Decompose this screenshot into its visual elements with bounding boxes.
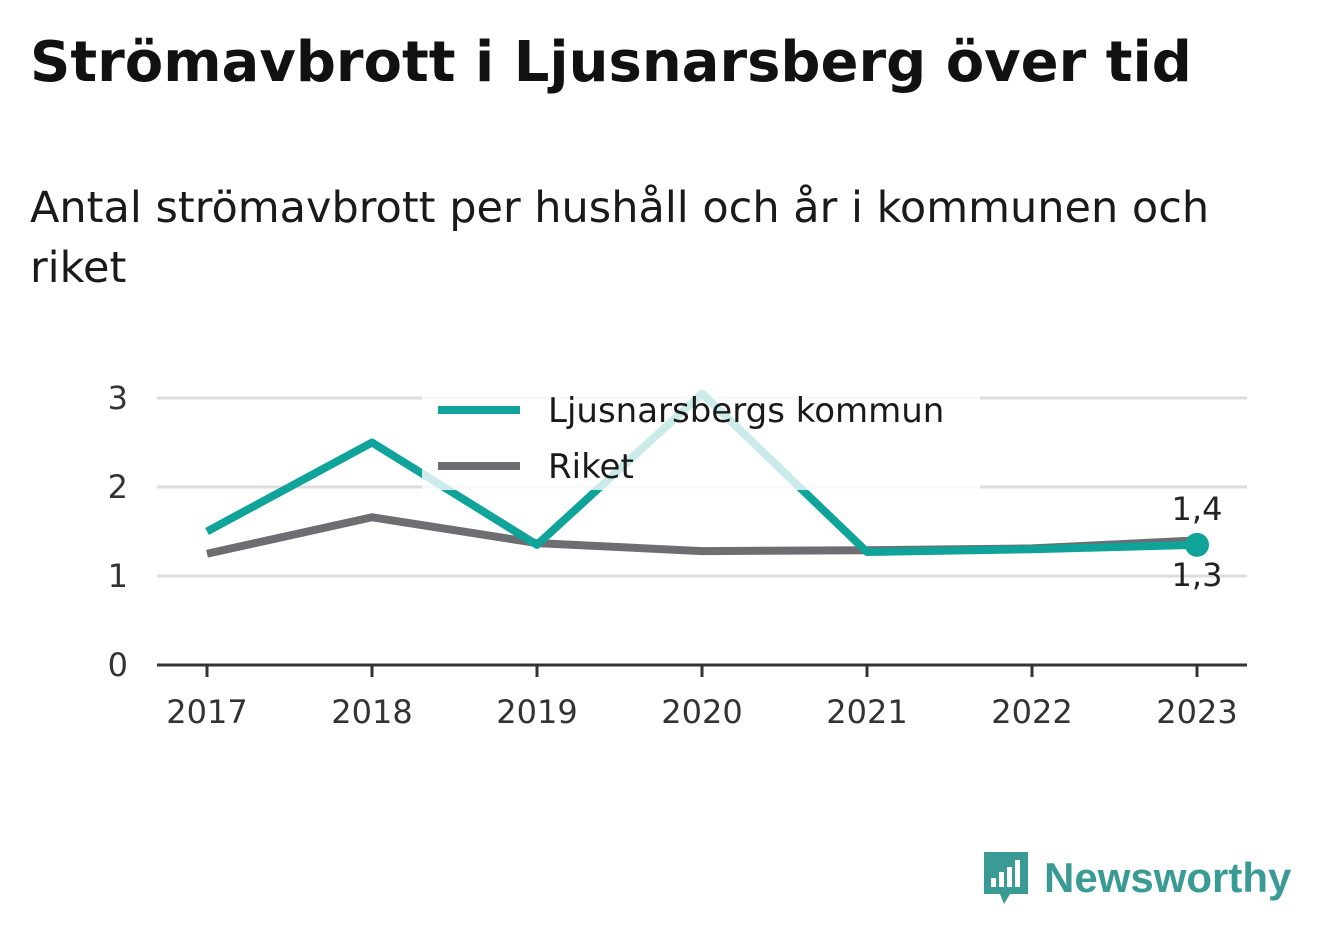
line-chart: 0 1 2 3 2017 2018 2019 2020 2021 2022 2023 Ljusna… (108, 378, 1247, 731)
x-tick-label: 2019 (496, 693, 577, 731)
x-tick-label: 2017 (166, 693, 247, 731)
x-tick-label: 2018 (331, 693, 412, 731)
end-labels: 1,4 1,3 (1172, 490, 1223, 594)
y-tick-label: 0 (108, 646, 128, 684)
end-label-kommun: 1,3 (1172, 556, 1223, 594)
x-axis: 2017 2018 2019 2020 2021 2022 2023 (157, 663, 1247, 731)
x-tick-label: 2021 (826, 693, 907, 731)
chart-title: Strömavbrott i Ljusnarsberg över tid (30, 30, 1192, 95)
end-label-riket: 1,4 (1172, 490, 1223, 528)
y-tick-label: 1 (108, 557, 128, 595)
legend-label: Riket (548, 447, 634, 487)
chart-subtitle: Antal strömavbrott per hushåll och år i … (30, 183, 1210, 293)
y-axis-ticks: 0 1 2 3 (108, 379, 128, 684)
newsworthy-logo-icon (984, 852, 1028, 904)
end-point-marker (1185, 532, 1209, 557)
x-tick-label: 2020 (661, 693, 742, 731)
x-tick-label: 2022 (991, 693, 1072, 731)
brand-name: Newsworthy (1044, 854, 1292, 901)
legend-label: Ljusnarsbergs kommun (548, 391, 944, 431)
brand: Newsworthy (980, 848, 1291, 908)
y-tick-label: 2 (108, 468, 128, 506)
x-tick-label: 2023 (1156, 693, 1237, 731)
legend-background (422, 378, 980, 490)
y-tick-label: 3 (108, 379, 128, 417)
legend: Ljusnarsbergs kommun Riket (422, 378, 980, 490)
